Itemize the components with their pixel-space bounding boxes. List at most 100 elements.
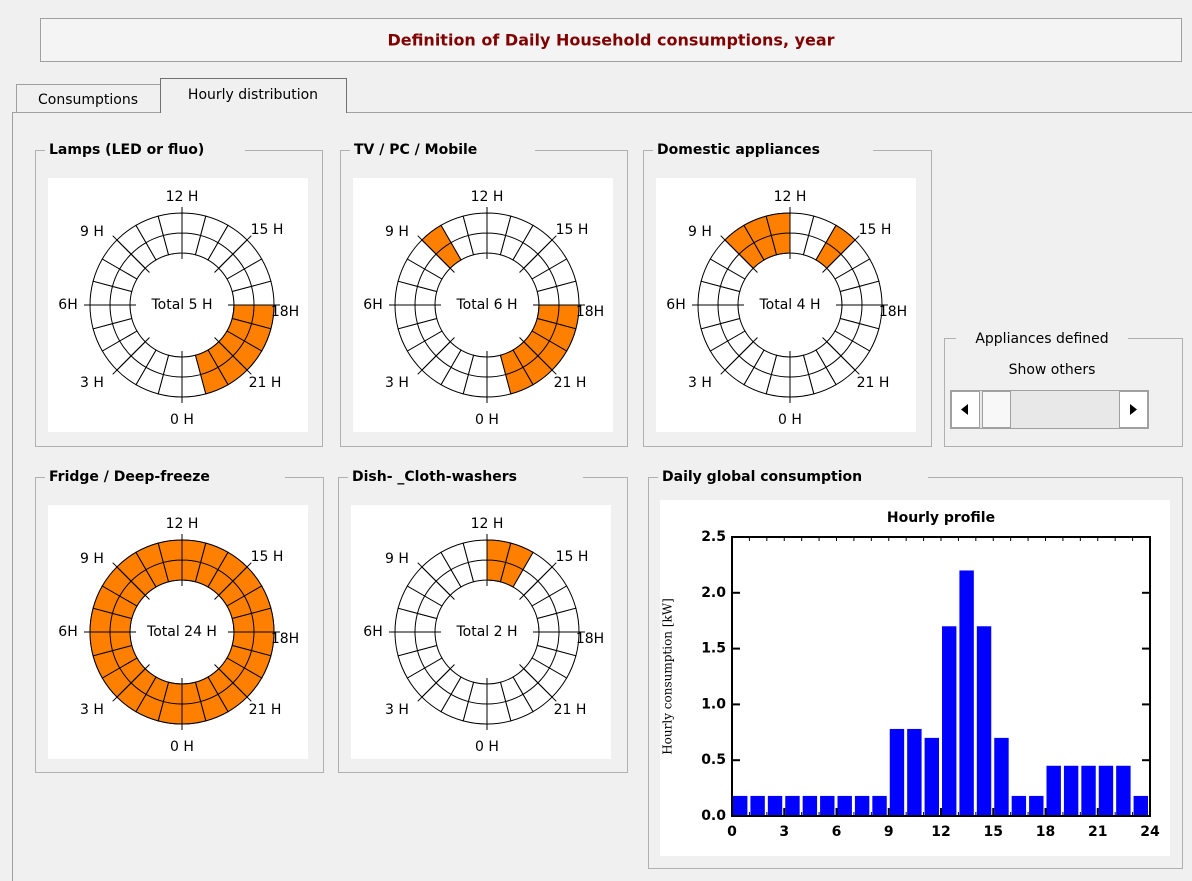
clock-total: Total 5 H xyxy=(150,297,212,313)
hour-label: 12 H xyxy=(166,516,199,532)
scroll-left[interactable] xyxy=(951,391,980,428)
y-tick-label: 0.5 xyxy=(701,752,726,768)
x-tick-label: 9 xyxy=(884,824,894,840)
clock-tick xyxy=(417,337,455,375)
hour-label: 21 H xyxy=(249,702,282,718)
arrow xyxy=(1130,404,1137,415)
group-title: Dish- _Cloth-washers xyxy=(352,469,517,485)
y-tick-label: 2.0 xyxy=(701,585,726,601)
hour-label: 15 H xyxy=(556,549,589,565)
hour-label: 3 H xyxy=(688,375,712,391)
hour-label: 12 H xyxy=(166,189,199,205)
x-tick-label: 0 xyxy=(727,824,737,840)
group-title-bg xyxy=(956,330,1128,346)
x-tick-label: 6 xyxy=(832,824,842,840)
clock-tick xyxy=(519,235,557,273)
clock-total: Total 24 H xyxy=(146,624,217,640)
y-tick-label: 0.0 xyxy=(701,808,726,824)
group-title: Daily global consumption xyxy=(662,469,862,485)
tab[interactable] xyxy=(16,84,161,113)
hour-label: 3 H xyxy=(80,375,104,391)
hour-label: 18H xyxy=(879,304,907,320)
y-axis-label: Hourly consumption [kW] xyxy=(661,598,675,755)
clock-tick xyxy=(519,664,557,702)
y-tick-label: 1.5 xyxy=(701,641,726,657)
group-title-bg xyxy=(653,141,873,159)
bar xyxy=(820,795,835,816)
plot-frame xyxy=(731,536,1151,817)
group-title-bg xyxy=(45,468,285,486)
bar xyxy=(1116,765,1131,816)
clock-total: Total 4 H xyxy=(758,297,820,313)
bar xyxy=(942,626,957,816)
hour-label: 21 H xyxy=(554,702,587,718)
scroll-thumb[interactable] xyxy=(982,391,1011,428)
hour-label: 0 H xyxy=(170,412,194,428)
hour-label: 21 H xyxy=(857,375,890,391)
bar xyxy=(802,795,818,816)
bar xyxy=(837,795,852,816)
scrollbar[interactable] xyxy=(950,390,1149,429)
clock-tick xyxy=(720,235,758,273)
hour-label: 6H xyxy=(58,624,77,640)
clock-tick xyxy=(112,562,150,600)
window-title: Definition of Daily Household consumptio… xyxy=(387,31,834,50)
bar xyxy=(1029,795,1044,816)
x-tick-label: 3 xyxy=(779,824,789,840)
group-title-bg xyxy=(348,468,583,486)
tab-label[interactable]: Hourly distribution xyxy=(188,87,318,103)
button-label[interactable]: Show others xyxy=(1009,362,1096,378)
hour-on xyxy=(421,224,462,269)
group-title: TV / PC / Mobile xyxy=(354,142,477,158)
bar xyxy=(767,795,783,816)
bar xyxy=(1063,765,1079,816)
hour-label: 9 H xyxy=(385,224,409,240)
hour-label: 18H xyxy=(576,304,604,320)
bar xyxy=(750,795,765,816)
hour-label: 18H xyxy=(576,631,604,647)
tab-active[interactable] xyxy=(160,78,347,114)
clock-tick xyxy=(822,235,860,273)
bar xyxy=(1046,765,1061,816)
hour-label: 18H xyxy=(271,304,299,320)
bar xyxy=(854,795,870,816)
clock-tick xyxy=(112,664,150,702)
bar xyxy=(1081,765,1096,816)
x-tick-label: 15 xyxy=(984,824,1003,840)
hour-label: 9 H xyxy=(688,224,712,240)
clock-tick xyxy=(417,235,455,273)
hour-label: 15 H xyxy=(251,222,284,238)
y-tick-label: 2.5 xyxy=(701,529,726,545)
y-tick-label: 1.0 xyxy=(701,696,726,712)
bar xyxy=(733,795,748,816)
hour-label: 0 H xyxy=(475,412,499,428)
hour-label: 18H xyxy=(271,631,299,647)
clock-tick xyxy=(519,562,557,600)
hour-label: 15 H xyxy=(251,549,284,565)
hour-label: 0 H xyxy=(170,739,194,755)
bar xyxy=(907,728,922,816)
hour-label: 9 H xyxy=(80,224,104,240)
hour-label: 9 H xyxy=(80,551,104,567)
hour-label: 3 H xyxy=(80,702,104,718)
hour-label: 21 H xyxy=(249,375,282,391)
bar xyxy=(872,795,887,816)
group-title: Appliances defined xyxy=(975,331,1108,347)
hour-label: 0 H xyxy=(475,739,499,755)
group-title: Fridge / Deep-freeze xyxy=(49,469,210,485)
clock-tick xyxy=(822,337,860,375)
hour-label: 12 H xyxy=(471,516,504,532)
hour-label: 0 H xyxy=(778,412,802,428)
tab-label[interactable]: Consumptions xyxy=(38,92,138,108)
hour-on xyxy=(194,349,229,395)
x-tick-label: 12 xyxy=(931,824,950,840)
x-tick-label: 18 xyxy=(1036,824,1055,840)
hour-label: 15 H xyxy=(556,222,589,238)
hour-label: 3 H xyxy=(385,375,409,391)
hour-label: 12 H xyxy=(774,189,807,205)
clock-total: Total 6 H xyxy=(455,297,517,313)
bar xyxy=(1098,765,1114,816)
bar xyxy=(994,737,1009,816)
